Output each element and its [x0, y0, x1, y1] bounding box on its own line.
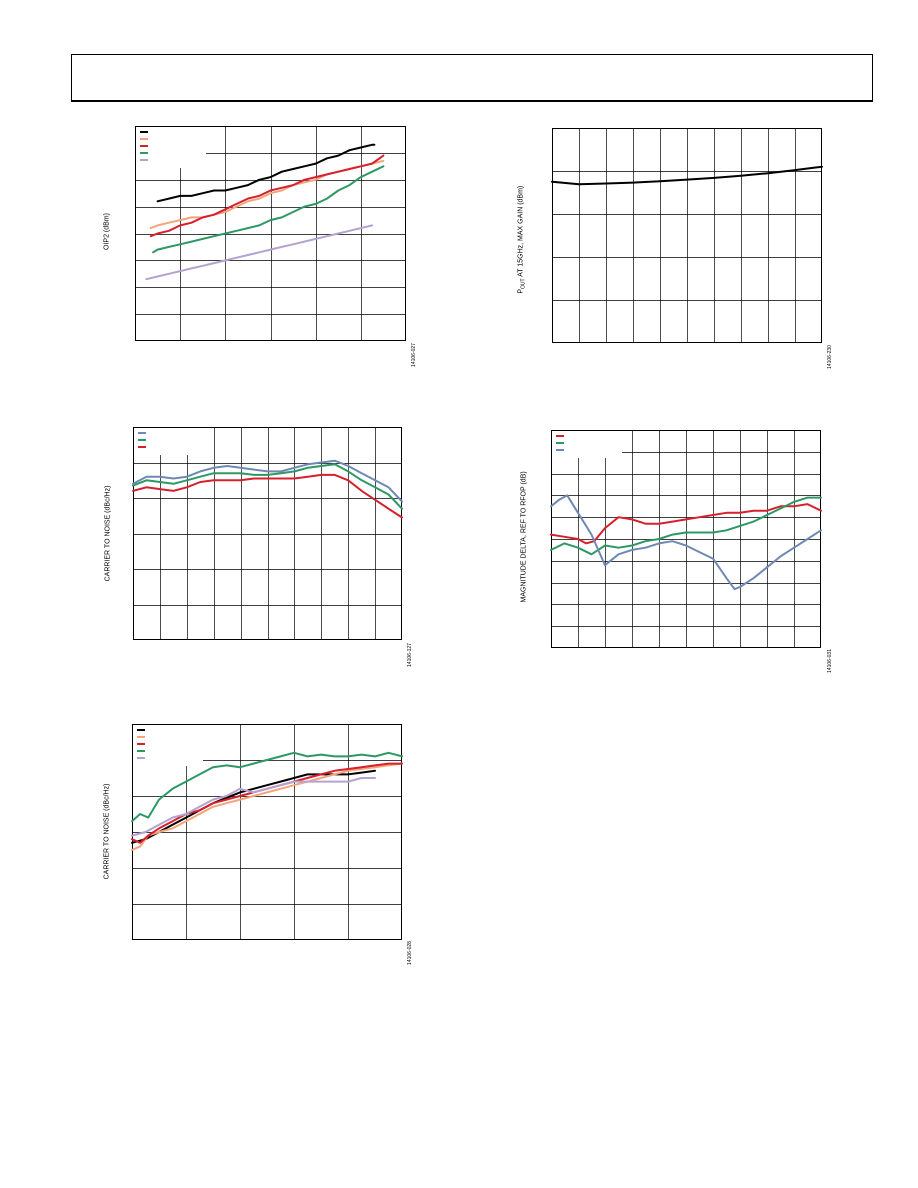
legend	[552, 431, 622, 458]
chart-pout-ylabel-main: P	[517, 289, 525, 294]
chart-oip2-ylabel: OIP2 (dBm)	[103, 213, 111, 250]
legend	[134, 428, 204, 455]
series-line-1	[132, 459, 403, 503]
series-line-3	[131, 762, 403, 844]
chart-pout-ylabel-rest: AT 15GHz, MAX GAIN (dBm)	[517, 185, 525, 279]
chart-pout-figure-id: 14106-230	[826, 345, 833, 369]
chart-cn-1	[132, 427, 403, 640]
chart-cn-1-figure-id: 14106-127	[406, 643, 413, 667]
legend-background	[133, 725, 203, 766]
series-line-1	[550, 503, 822, 545]
page-header-box	[71, 54, 873, 102]
plot-frame	[132, 724, 402, 940]
chart-cn-1-ylabel: CARRIER TO NOISE (dBc/Hz)	[104, 485, 112, 582]
series-line-3	[149, 154, 385, 238]
chart-mag-delta-svg	[550, 430, 822, 648]
chart-pout-ylabel-sub: OUT	[520, 278, 527, 290]
series-line-1	[156, 143, 376, 203]
plot-frame	[552, 128, 822, 343]
series-line-2	[550, 496, 822, 556]
chart-cn-2-ylabel: CARRIER TO NOISE (dBc/Hz)	[103, 783, 111, 880]
chart-oip2	[135, 126, 406, 341]
chart-cn-2-svg	[131, 724, 403, 940]
series-line-3	[550, 494, 822, 591]
series-line-2	[132, 463, 403, 510]
legend	[133, 725, 203, 766]
chart-cn-2-figure-id: 14106-028	[406, 941, 413, 965]
series-line-2	[131, 762, 403, 851]
series-line-3	[132, 473, 403, 519]
chart-cn-1-svg	[132, 427, 403, 640]
chart-mag-delta	[550, 430, 822, 648]
chart-cn-2	[131, 724, 403, 940]
series-line-2	[149, 159, 385, 230]
series-line-4	[152, 165, 385, 254]
chart-pout	[551, 128, 823, 343]
chart-pout-svg	[551, 128, 823, 343]
chart-pout-ylabel: POUT AT 15GHz, MAX GAIN (dBm)	[517, 165, 526, 315]
chart-mag-delta-figure-id: 14106-031	[826, 649, 833, 673]
chart-oip2-figure-id: 14106-027	[410, 343, 417, 367]
plot-frame	[133, 427, 402, 640]
plot-frame	[135, 126, 406, 341]
legend	[136, 127, 206, 168]
chart-oip2-svg	[135, 126, 406, 341]
plot-frame	[551, 430, 821, 648]
series-line-4	[131, 751, 403, 823]
series-line-5	[131, 777, 376, 837]
legend-background	[136, 127, 206, 168]
chart-mag-delta-ylabel: MAGNITUDE DELTA, REF TO RFOP (dB)	[520, 471, 528, 603]
series-line-5	[145, 224, 374, 281]
series-line-1	[551, 165, 823, 186]
